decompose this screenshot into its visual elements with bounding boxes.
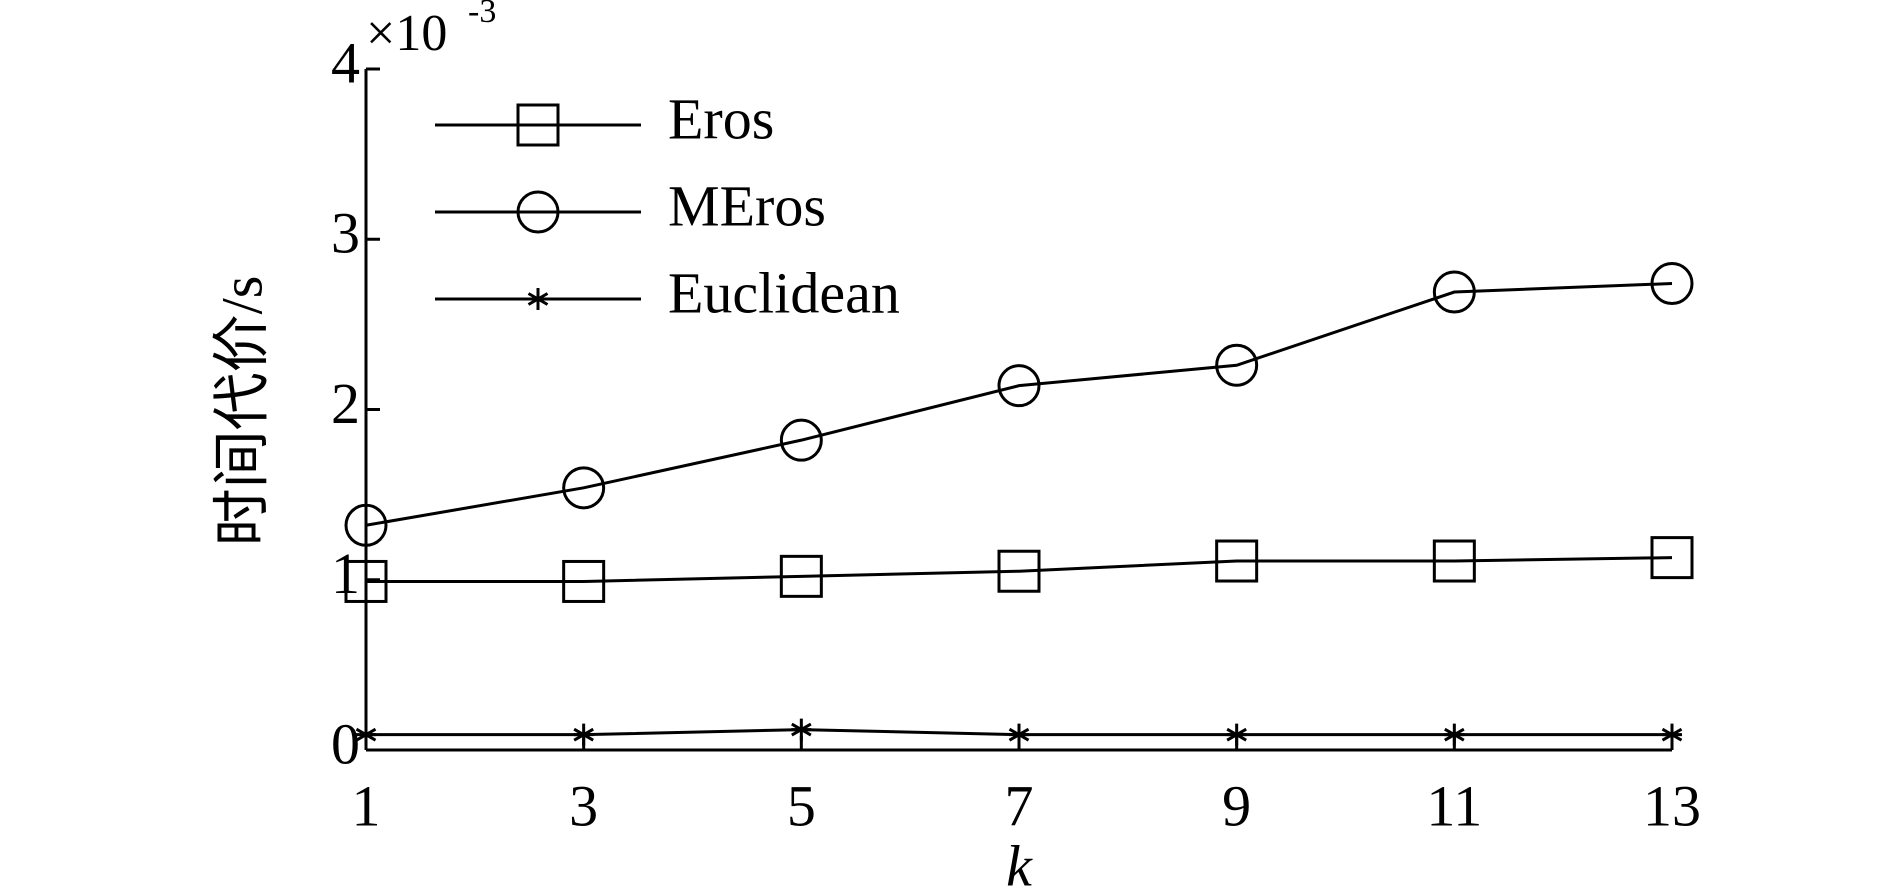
series-line <box>366 556 1673 583</box>
marker <box>355 723 377 746</box>
marker <box>1215 539 1259 583</box>
x-tick-label: 7 <box>1005 773 1034 838</box>
marker <box>1650 536 1694 580</box>
marker <box>997 364 1041 408</box>
marker <box>997 549 1041 593</box>
marker <box>1650 262 1694 306</box>
series-line <box>365 282 1673 527</box>
y-multiplier-exponent: -3 <box>468 0 496 30</box>
y-tick-label: 0 <box>331 711 360 776</box>
y-axis-label: 时间代价/s <box>209 276 274 547</box>
marker <box>562 466 606 510</box>
legend-label: Eros <box>668 86 774 151</box>
y-tick-label: 4 <box>331 30 360 95</box>
y-tick-label: 2 <box>331 371 360 436</box>
x-tick-label: 1 <box>352 773 381 838</box>
marker <box>344 503 388 547</box>
marker <box>344 559 388 603</box>
legend-marker <box>527 288 549 310</box>
marker <box>1661 723 1683 746</box>
marker <box>779 418 823 462</box>
legend-marker <box>516 190 560 234</box>
y-tick-label: 3 <box>331 201 360 266</box>
marker <box>1444 723 1465 746</box>
marker <box>1008 723 1030 746</box>
marker <box>562 559 606 603</box>
x-tick-label: 9 <box>1222 773 1251 838</box>
x-tick-label: 13 <box>1643 773 1701 838</box>
marker <box>1432 539 1476 583</box>
legend-marker <box>516 103 560 147</box>
marker <box>779 554 823 598</box>
marker <box>573 723 594 746</box>
x-tick-label: 11 <box>1426 773 1482 838</box>
marker <box>791 718 812 741</box>
x-axis-label: k <box>1006 833 1033 893</box>
legend-label: MEros <box>668 173 826 238</box>
marker <box>1215 343 1259 387</box>
y-multiplier: ×10 <box>366 5 447 62</box>
x-tick-label: 5 <box>787 773 816 838</box>
x-tick-label: 3 <box>569 773 598 838</box>
marker <box>1432 270 1476 314</box>
marker <box>1226 723 1247 746</box>
legend-label: Euclidean <box>668 260 900 325</box>
